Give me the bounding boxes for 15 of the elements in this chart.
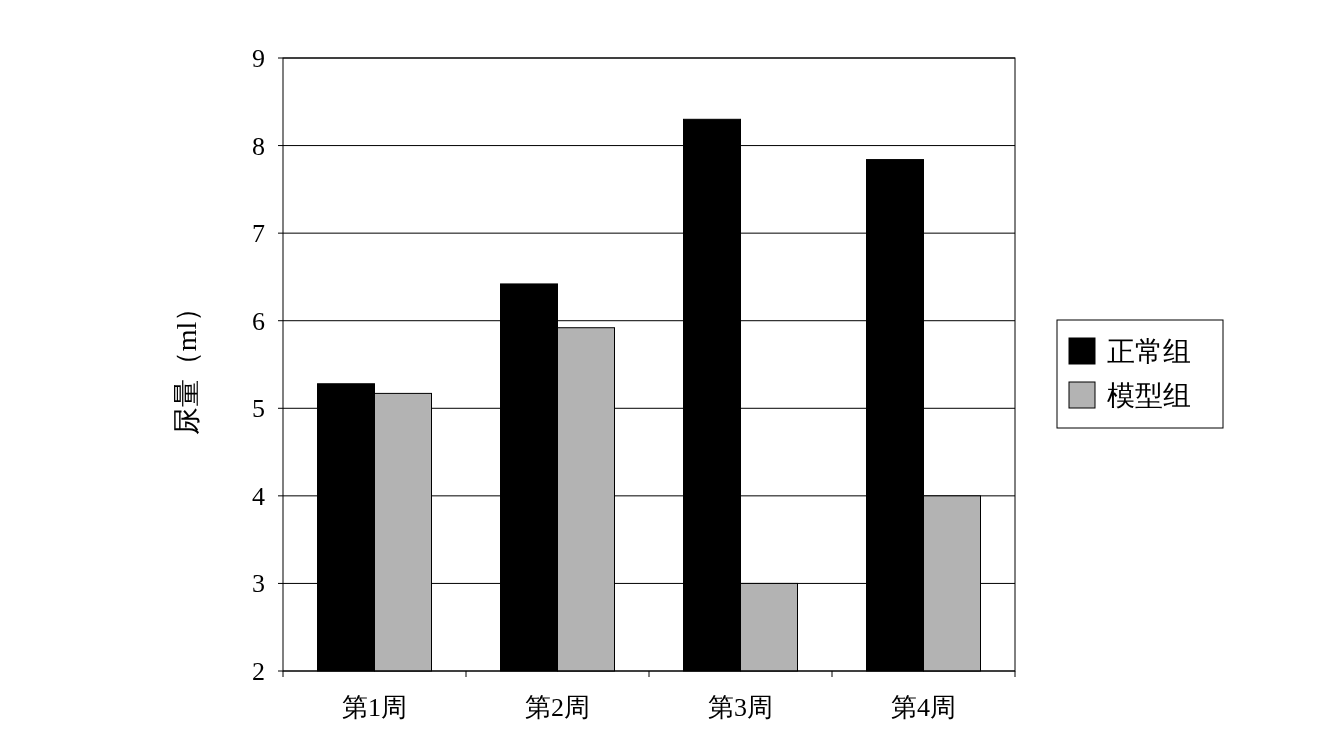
y-tick-label: 3 — [252, 569, 265, 599]
y-axis-title: 尿量（ml） — [171, 293, 202, 436]
y-tick-label: 2 — [252, 657, 265, 686]
y-tick-label: 4 — [252, 481, 265, 511]
y-tick-label: 8 — [252, 131, 265, 161]
x-tick-label: 第1周 — [342, 693, 407, 722]
x-tick-label: 第2周 — [525, 693, 590, 722]
y-tick-label: 5 — [252, 394, 265, 424]
x-tick-label: 第3周 — [708, 693, 773, 722]
y-tick-label: 6 — [252, 306, 265, 336]
y-tick-label: 7 — [252, 219, 265, 249]
x-tick-label: 第4周 — [891, 693, 956, 722]
legend-label: 正常组 — [1107, 336, 1191, 367]
legend-label: 模型组 — [1107, 380, 1191, 411]
y-tick-label: 9 — [252, 44, 265, 73]
